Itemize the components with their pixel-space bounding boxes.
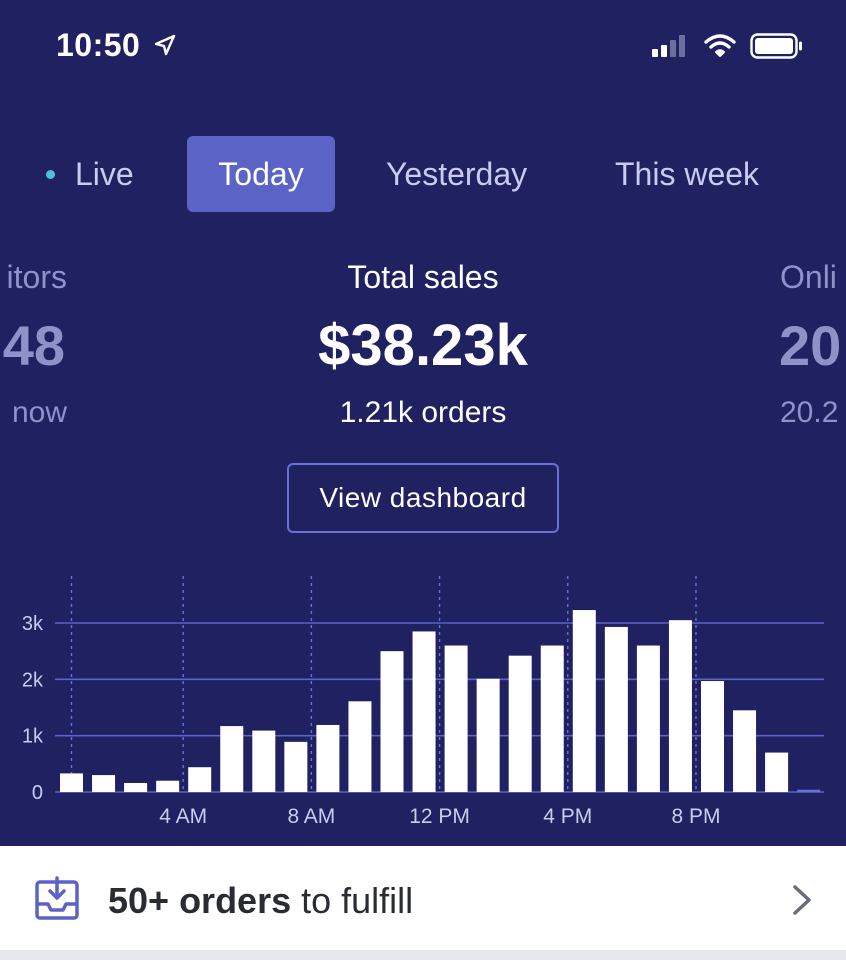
metric-visitors-value: 48 bbox=[2, 314, 65, 377]
chart-y-tick-label: 2k bbox=[22, 669, 44, 691]
cellular-signal-icon bbox=[652, 35, 685, 57]
metric-online-label: Onli bbox=[780, 259, 837, 295]
chart-grid bbox=[55, 576, 824, 793]
chart-bar bbox=[701, 681, 724, 792]
chart-bar bbox=[252, 730, 276, 792]
chart-bar bbox=[765, 752, 789, 792]
chart-x-tick-label: 12 PM bbox=[409, 805, 470, 828]
chart-bar bbox=[476, 678, 500, 792]
metric-visitors-label: itors bbox=[6, 259, 67, 295]
chart-bar bbox=[572, 610, 596, 792]
metric-total-sales-label: Total sales bbox=[347, 259, 499, 295]
chart-y-tick-label: 3k bbox=[22, 613, 44, 635]
chart-bar bbox=[284, 741, 308, 792]
location-arrow-icon bbox=[154, 34, 176, 56]
chart-bar bbox=[380, 651, 404, 792]
chart-bar bbox=[668, 620, 692, 792]
status-bar: 10:50 bbox=[0, 0, 846, 100]
chart-y-tick-label: 1k bbox=[22, 726, 44, 748]
chart-bar bbox=[156, 780, 180, 792]
tab-today[interactable]: Today bbox=[187, 136, 335, 212]
chart-x-tick-label: 4 AM bbox=[159, 805, 207, 828]
tab-this-week[interactable]: This week bbox=[615, 136, 785, 212]
metric-online-value: 20 bbox=[779, 314, 842, 377]
tab-today-label: Today bbox=[218, 156, 304, 192]
chart-x-tick-label: 8 PM bbox=[671, 805, 720, 828]
orders-to-fulfill-row[interactable]: 50+ orders to fulfill bbox=[0, 846, 846, 960]
tab-live[interactable]: Live bbox=[44, 136, 154, 212]
chart-bar bbox=[604, 626, 628, 792]
chart-bar bbox=[220, 726, 244, 792]
view-dashboard-button[interactable]: View dashboard bbox=[287, 463, 559, 533]
chart-bar bbox=[540, 645, 564, 792]
tab-yesterday[interactable]: Yesterday bbox=[386, 136, 546, 212]
inbox-download-icon bbox=[35, 876, 79, 920]
metric-total-sales-value: $38.23k bbox=[318, 313, 528, 378]
tab-live-label: Live bbox=[75, 156, 134, 192]
chart-bar bbox=[348, 701, 372, 792]
live-indicator-dot bbox=[46, 170, 55, 179]
tab-yesterday-label: Yesterday bbox=[386, 156, 528, 192]
chart-bars bbox=[60, 610, 821, 792]
chart-bar bbox=[444, 645, 468, 792]
chart-bar bbox=[508, 655, 532, 792]
metric-total-sales-orders: 1.21k orders bbox=[339, 396, 507, 429]
chart-labels: 0 1k 2k 3k 4 AM 8 AM 12 PM 4 PM 8 PM bbox=[22, 613, 721, 828]
period-tabs: Live Today Yesterday This week bbox=[0, 136, 846, 212]
chart-bar bbox=[733, 710, 757, 792]
tab-this-week-label: This week bbox=[615, 156, 760, 192]
chart-bar bbox=[316, 724, 340, 792]
orders-to-fulfill-text: 50+ orders to fulfill bbox=[108, 880, 413, 922]
orders-suffix: to fulfill bbox=[291, 880, 414, 921]
battery-icon bbox=[750, 33, 802, 59]
hourly-sales-chart: 0 1k 2k 3k 4 AM 8 AM 12 PM 4 PM 8 PM bbox=[22, 576, 824, 828]
chart-bar bbox=[636, 645, 660, 792]
chart-bar bbox=[412, 631, 436, 792]
metric-online-sub: 20.2 bbox=[780, 396, 839, 429]
chart-bar bbox=[124, 782, 148, 792]
chart-bar bbox=[92, 775, 116, 792]
wifi-icon bbox=[704, 34, 736, 57]
chart-x-tick-label: 4 PM bbox=[543, 805, 592, 828]
chart-bar bbox=[60, 773, 83, 792]
metric-visitors-sub: now bbox=[11, 396, 67, 429]
orders-count: 50+ orders bbox=[108, 880, 292, 921]
chart-x-tick-label: 8 AM bbox=[287, 805, 335, 828]
chart-bar bbox=[797, 789, 821, 792]
chart-y-tick-label: 0 bbox=[32, 782, 43, 804]
chart-bar bbox=[188, 767, 212, 792]
chevron-right-icon bbox=[793, 885, 811, 915]
footer-divider bbox=[0, 950, 846, 960]
status-time: 10:50 bbox=[56, 27, 141, 63]
